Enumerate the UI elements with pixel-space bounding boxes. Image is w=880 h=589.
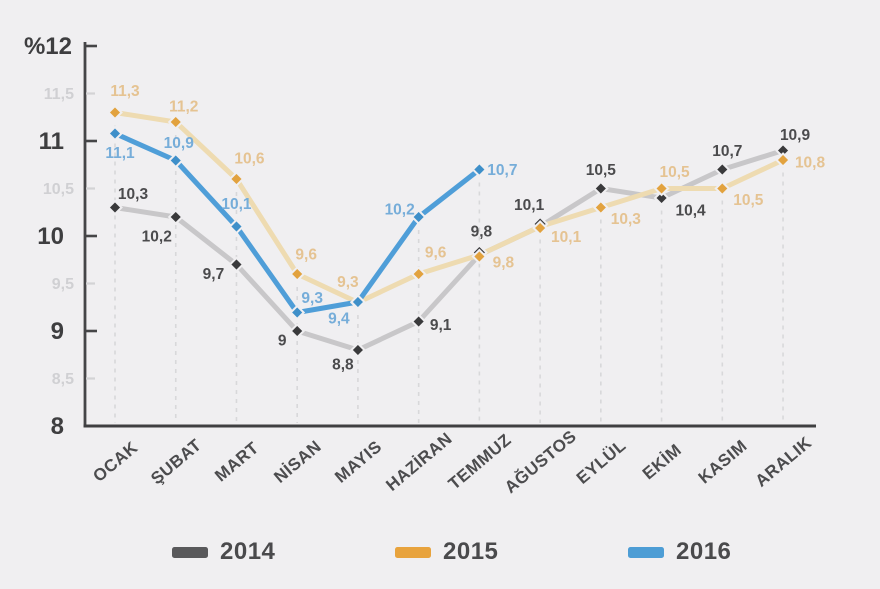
- data-label-2015-şubat: 11,2: [169, 98, 198, 115]
- y-axis-minor-label-8.5: 8,5: [52, 371, 74, 388]
- data-point-2014-mart: [228, 256, 245, 273]
- data-label-2014-aralik: 10,9: [780, 127, 811, 144]
- legend-item-2015: 2015: [395, 538, 498, 566]
- legend-swatch-2016: [628, 546, 664, 558]
- data-label-2016-ni̇san: 9,3: [301, 290, 323, 307]
- y-axis-minor-label-10.5: 10,5: [43, 181, 74, 198]
- data-point-2015-kasim: [714, 180, 731, 197]
- data-label-2015-mart: 10,6: [234, 150, 265, 167]
- data-label-2014-eylül: 10,5: [586, 162, 617, 179]
- legend-swatch-2014: [172, 546, 208, 558]
- data-label-2016-mart: 10,1: [221, 196, 252, 213]
- data-point-2014-kasim: [714, 161, 731, 178]
- data-point-2016-ocak: [107, 125, 123, 142]
- series-line-2014: [112, 148, 786, 353]
- x-axis-label-şubat: ŞUBAT: [147, 435, 205, 488]
- data-point-2015-mart: [228, 171, 245, 187]
- data-point-2016-şubat: [167, 152, 184, 169]
- legend-swatch-2015: [395, 546, 431, 558]
- legend-item-2014: 2014: [172, 538, 275, 566]
- data-point-2015-eki̇m: [653, 180, 670, 197]
- data-point-2014-ocak: [107, 199, 123, 216]
- data-point-2014-şubat: [167, 209, 184, 225]
- data-point-2016-mayis: [350, 294, 366, 310]
- x-axis-label-hazi̇ran: HAZİRAN: [382, 429, 455, 495]
- data-point-2015-eylül: [592, 199, 609, 216]
- data-point-2016-mart: [228, 218, 245, 235]
- series-line-2015: [112, 110, 786, 305]
- data-label-2014-mart: 9,7: [203, 266, 225, 283]
- legend-item-2016: 2016: [628, 538, 731, 566]
- data-label-2014-hazi̇ran: 9,1: [430, 317, 452, 334]
- data-label-2016-mayis: 9,4: [328, 310, 350, 327]
- data-label-2016-temmuz: 10,7: [487, 162, 517, 179]
- data-label-2015-mayis: 9,3: [337, 274, 359, 291]
- data-label-2014-ağustos: 10,1: [514, 197, 545, 214]
- inflation-line-chart: %12 11 10 9 8 11,5 10,5 9,5 8,5 OCAK ŞUBAT MART NİSA…: [24, 33, 826, 497]
- x-axis-label-ağustos: AĞUSTOS: [501, 426, 580, 497]
- data-label-2014-eki̇m: 10,4: [675, 202, 706, 219]
- x-axis-label-mart: MART: [211, 438, 262, 485]
- data-label-2015-aralik: 10,8: [795, 154, 826, 171]
- y-axis-label-12: %12: [24, 33, 72, 60]
- data-point-2014-hazi̇ran: [410, 313, 427, 330]
- data-point-2015-ağustos: [532, 220, 549, 236]
- data-point-2015-şubat: [167, 114, 184, 130]
- data-point-2015-hazi̇ran: [410, 266, 427, 282]
- data-label-2015-ağustos: 10,1: [551, 229, 582, 246]
- y-axis-label-8: 8: [51, 413, 64, 440]
- x-axis-label-aralik: ARALIK: [752, 433, 816, 491]
- data-label-2014-kasim: 10,7: [712, 143, 742, 160]
- legend-label-2015: 2015: [443, 538, 499, 565]
- x-axis-label-mayis: MAYIS: [331, 437, 385, 487]
- y-axis-label-9: 9: [51, 318, 64, 345]
- legend-label-2014: 2014: [220, 538, 276, 565]
- data-label-2015-ocak: 11,3: [110, 83, 140, 100]
- data-label-2015-eki̇m: 10,5: [659, 164, 690, 181]
- data-point-2014-eylül: [592, 180, 609, 197]
- data-point-2014-mayis: [350, 342, 366, 358]
- data-label-2014-temmuz: 9,8: [471, 223, 493, 240]
- data-label-2014-ni̇san: 9: [278, 332, 287, 349]
- data-label-2015-ni̇san: 9,6: [295, 246, 317, 263]
- data-point-2014-eki̇m: [653, 190, 670, 206]
- y-axis-minor-label-9.5: 9,5: [52, 276, 74, 293]
- x-axis-label-kasim: KASIM: [695, 436, 751, 487]
- data-label-2015-hazi̇ran: 9,6: [425, 244, 447, 261]
- data-label-2014-ocak: 10,3: [118, 186, 149, 203]
- data-point-2016-temmuz: [471, 161, 488, 178]
- x-axis-label-ni̇san: NİSAN: [270, 437, 325, 487]
- y-axis-label-11: 11: [39, 128, 64, 155]
- y-axis-minor-label-11.5: 11,5: [44, 86, 74, 103]
- data-point-2014-ni̇san: [289, 323, 306, 339]
- data-point-2015-aralik: [775, 152, 791, 168]
- data-point-2015-ni̇san: [289, 266, 306, 282]
- data-point-2015-temmuz: [471, 248, 488, 265]
- data-label-2014-şubat: 10,2: [142, 228, 172, 245]
- x-axis-label-eylül: EYLÜL: [573, 436, 630, 488]
- data-label-2015-eylül: 10,3: [611, 211, 642, 228]
- data-label-2016-hazi̇ran: 10,2: [385, 201, 415, 218]
- data-label-2015-kasim: 10,5: [733, 192, 764, 209]
- x-axis-label-ocak: OCAK: [89, 438, 141, 486]
- data-label-2014-mayis: 8,8: [332, 356, 354, 373]
- x-axis-label-eki̇m: EKİM: [639, 440, 685, 483]
- data-point-2015-ocak: [107, 104, 123, 121]
- data-point-2016-hazi̇ran: [410, 209, 427, 225]
- data-label-2016-ocak: 11,1: [105, 145, 135, 162]
- legend-label-2016: 2016: [676, 538, 732, 565]
- data-label-2015-temmuz: 9,8: [493, 254, 515, 271]
- data-point-2016-ni̇san: [289, 304, 306, 321]
- data-label-2016-şubat: 10,9: [164, 135, 195, 152]
- y-axis-label-10: 10: [37, 223, 64, 250]
